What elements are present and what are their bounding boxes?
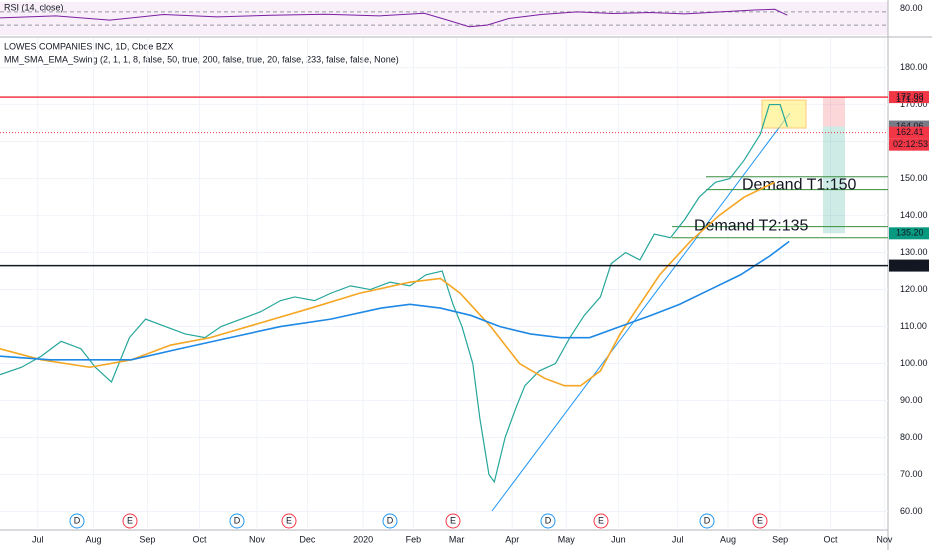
y-tick-label: 80.00 <box>900 432 923 442</box>
y-tick-label: 130.00 <box>900 247 928 257</box>
x-tick-label: Nov <box>249 534 266 544</box>
event-marker <box>699 513 715 529</box>
price-tag: 164.06 <box>896 121 924 131</box>
price-tag-bg <box>889 227 929 240</box>
event-marker <box>281 513 297 529</box>
x-tick-label: Oct <box>193 534 208 544</box>
y-tick-label: 170.00 <box>900 99 928 109</box>
event-marker-label: E <box>450 515 456 525</box>
event-marker-label: D <box>704 515 711 525</box>
trend-line <box>491 112 791 512</box>
x-tick-label: Apr <box>505 534 519 544</box>
demand-label: Demand T2:135 <box>694 217 809 234</box>
x-tick-label: 2020 <box>353 534 373 544</box>
y-tick-label: 70.00 <box>900 469 923 479</box>
price-tag: 135.20 <box>896 228 924 238</box>
countdown-bg <box>889 138 929 151</box>
highlight-box <box>761 99 807 129</box>
price-tag: 172.03 <box>896 91 924 101</box>
target-zone <box>823 126 845 234</box>
price-tag: 171.39 <box>896 94 924 104</box>
x-tick-label: Aug <box>720 534 736 544</box>
y-tick-label: 180.00 <box>900 62 928 72</box>
event-marker <box>593 513 609 529</box>
x-tick-label: Feb <box>406 534 422 544</box>
event-marker-label: D <box>74 515 81 525</box>
y-tick-label: 60.00 <box>900 506 923 516</box>
chart-title: LOWES COMPANIES INC, 1D, Cboe BZX <box>4 41 173 51</box>
event-marker <box>122 513 138 529</box>
stop-zone <box>823 97 845 127</box>
event-marker-label: D <box>545 515 552 525</box>
event-marker <box>445 513 461 529</box>
rsi-tick-label: 80.00 <box>900 3 923 13</box>
x-tick-label: Jul <box>672 534 684 544</box>
event-marker <box>540 513 556 529</box>
y-tick-label: 100.00 <box>900 358 928 368</box>
event-marker-label: D <box>234 515 241 525</box>
x-tick-label: Sep <box>139 534 155 544</box>
event-marker-label: E <box>598 515 604 525</box>
event-marker-label: E <box>127 515 133 525</box>
event-marker <box>69 513 85 529</box>
rsi-panel <box>0 2 888 35</box>
x-tick-label: Mar <box>449 534 465 544</box>
x-tick-label: Dec <box>299 534 316 544</box>
y-tick-label: 140.00 <box>900 210 928 220</box>
price-tag-bg <box>889 91 929 104</box>
rsi-title: RSI (14, close) <box>4 2 64 12</box>
x-tick-label: Aug <box>85 534 101 544</box>
event-marker <box>229 513 245 529</box>
y-tick-label: 150.00 <box>900 173 928 183</box>
price-line <box>0 240 790 361</box>
price-tag: 162.41 <box>896 127 924 137</box>
countdown: 02:12:53 <box>893 139 928 149</box>
y-tick-label: 90.00 <box>900 395 923 405</box>
rsi-line <box>0 8 788 28</box>
event-marker <box>382 513 398 529</box>
x-tick-label: Nov <box>876 534 893 544</box>
price-tag-bg <box>889 126 929 139</box>
x-tick-label: May <box>558 534 576 544</box>
event-marker-label: E <box>286 515 292 525</box>
y-tick-label: 120.00 <box>900 284 928 294</box>
x-tick-label: Oct <box>823 534 838 544</box>
y-tick-label: 110.00 <box>900 321 927 331</box>
event-marker <box>752 513 768 529</box>
price-tag-bg <box>889 259 929 272</box>
price-tag: 126.48 <box>896 260 924 270</box>
event-marker-label: D <box>387 515 394 525</box>
x-tick-label: Jul <box>32 534 44 544</box>
price-line <box>0 103 788 484</box>
x-tick-label: Sep <box>772 534 788 544</box>
price-line <box>0 181 776 387</box>
indicator-title: MM_SMA_EMA_Swing (2, 1, 1, 8, false, 50,… <box>4 54 399 64</box>
x-tick-label: Jun <box>611 534 626 544</box>
event-marker-label: E <box>757 515 763 525</box>
demand-label: Demand T1:150 <box>742 176 857 193</box>
